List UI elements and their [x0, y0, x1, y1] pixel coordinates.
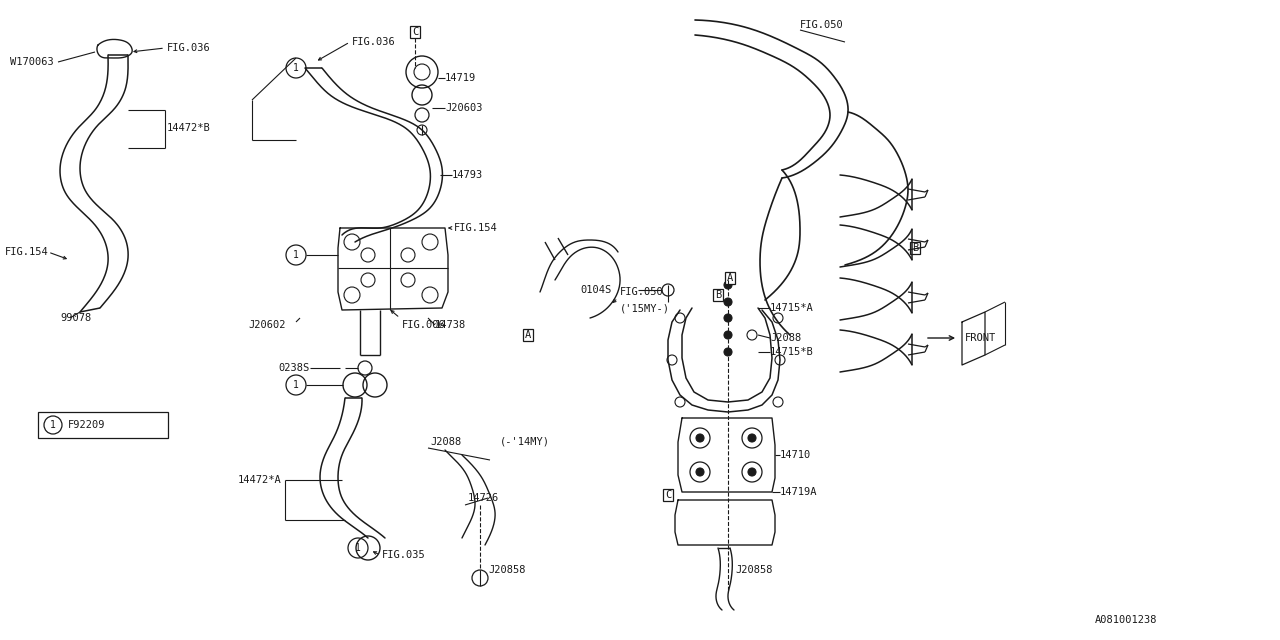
Text: 1: 1: [355, 543, 361, 553]
Text: 14472*B: 14472*B: [166, 123, 211, 133]
Text: 14715*A: 14715*A: [771, 303, 814, 313]
Text: B: B: [911, 243, 918, 253]
Bar: [726, 272, 735, 284]
Text: 14719A: 14719A: [780, 487, 818, 497]
Text: 99078: 99078: [60, 313, 91, 323]
Text: FRONT: FRONT: [965, 333, 996, 343]
Text: FIG.036: FIG.036: [352, 37, 396, 47]
Text: 1: 1: [293, 63, 300, 73]
Text: J20858: J20858: [488, 565, 526, 575]
Bar: [910, 243, 920, 253]
Text: W170063: W170063: [10, 57, 54, 67]
Circle shape: [696, 468, 704, 476]
Text: (-'14MY): (-'14MY): [500, 437, 550, 447]
Circle shape: [696, 434, 704, 442]
Text: A: A: [727, 273, 733, 283]
Circle shape: [724, 281, 732, 289]
Text: J20603: J20603: [445, 103, 483, 113]
Text: J20858: J20858: [735, 565, 773, 575]
Text: 14726: 14726: [468, 493, 499, 503]
Circle shape: [724, 314, 732, 322]
Text: FIG.154: FIG.154: [5, 247, 49, 257]
Text: FIG.154: FIG.154: [454, 223, 498, 233]
Circle shape: [724, 348, 732, 356]
Text: FIG.050: FIG.050: [620, 287, 664, 297]
Text: J2088: J2088: [771, 333, 801, 343]
Text: F92209: F92209: [68, 420, 105, 430]
Bar: [663, 489, 673, 500]
Text: C: C: [664, 490, 671, 500]
Circle shape: [724, 331, 732, 339]
Circle shape: [748, 434, 756, 442]
Text: A: A: [525, 330, 531, 340]
Bar: [524, 329, 532, 340]
Text: 1: 1: [293, 380, 300, 390]
Text: FIG.050: FIG.050: [800, 20, 844, 30]
Text: C: C: [412, 27, 419, 37]
Bar: [713, 289, 723, 301]
Text: J2088: J2088: [430, 437, 461, 447]
Text: J20602: J20602: [248, 320, 285, 330]
Text: 14793: 14793: [452, 170, 484, 180]
Text: 1: 1: [293, 250, 300, 260]
Bar: [38, 412, 168, 438]
Text: 0104S: 0104S: [580, 285, 612, 295]
Circle shape: [724, 298, 732, 306]
Text: B: B: [714, 290, 721, 300]
Text: FIG.035: FIG.035: [381, 550, 426, 560]
Circle shape: [748, 468, 756, 476]
Text: 14472*A: 14472*A: [238, 475, 282, 485]
Text: A081001238: A081001238: [1094, 615, 1157, 625]
Text: 14710: 14710: [780, 450, 812, 460]
Text: FIG.006: FIG.006: [402, 320, 445, 330]
Text: 14715*B: 14715*B: [771, 347, 814, 357]
Text: 1: 1: [50, 420, 56, 430]
Text: 0238S: 0238S: [278, 363, 310, 373]
Bar: [411, 26, 420, 38]
Text: ('15MY-): ('15MY-): [620, 303, 669, 313]
Text: FIG.036: FIG.036: [166, 43, 211, 53]
Text: 14738: 14738: [435, 320, 466, 330]
Text: 14719: 14719: [445, 73, 476, 83]
